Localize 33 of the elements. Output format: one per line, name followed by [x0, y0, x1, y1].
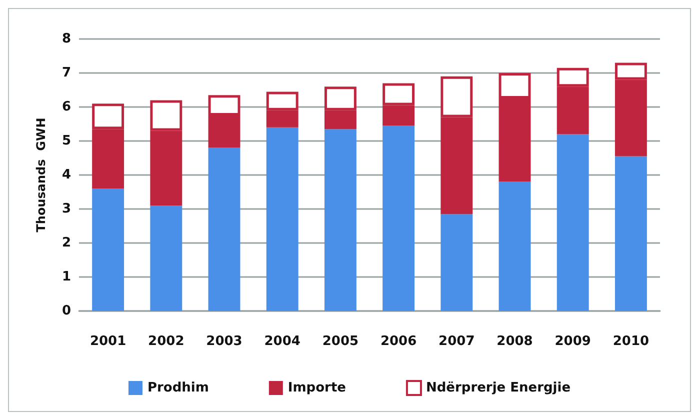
x-tick-label: 2003 [206, 334, 242, 349]
legend-label: Ndërprerje Energjie [426, 380, 571, 396]
y-tick-label: 6 [62, 100, 71, 114]
bar [208, 148, 240, 311]
bar [150, 206, 182, 311]
bar [498, 182, 531, 311]
bar [614, 156, 647, 311]
legend-label: Importe [288, 380, 346, 396]
y-axis-title: Thousands GWH [34, 118, 48, 232]
x-tick-label: 2001 [90, 334, 126, 349]
bar [324, 129, 356, 311]
x-tick-label: 2010 [612, 334, 650, 349]
y-tick-label: 0 [62, 304, 71, 318]
bar [440, 214, 473, 311]
x-tick-label: 2009 [554, 334, 591, 349]
legend-label: Prodhim [147, 380, 209, 396]
y-tick-label: 1 [62, 270, 71, 284]
y-tick-label: 5 [62, 134, 71, 148]
y-tick-label: 3 [62, 202, 71, 216]
x-tick-label: 2004 [264, 334, 300, 349]
bar [92, 188, 124, 311]
x-tick-label: 2007 [438, 334, 475, 349]
x-tick-label: 2002 [148, 334, 184, 349]
y-tick-label: 2 [62, 236, 71, 250]
x-tick-label: 2008 [496, 334, 533, 349]
bar [556, 134, 589, 311]
x-tick-label: 2005 [322, 334, 359, 349]
y-tick-label: 8 [62, 32, 71, 46]
y-tick-label: 4 [62, 168, 71, 182]
bar [382, 126, 415, 311]
y-tick-label: 7 [62, 66, 71, 80]
x-tick-label: 2006 [380, 334, 417, 349]
bar [266, 127, 298, 311]
